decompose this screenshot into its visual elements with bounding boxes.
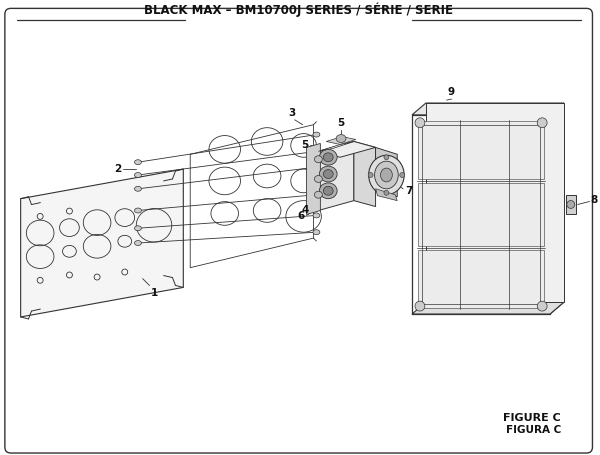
Ellipse shape xyxy=(313,213,320,218)
Polygon shape xyxy=(376,147,397,197)
Polygon shape xyxy=(418,121,544,179)
Ellipse shape xyxy=(314,191,322,198)
Polygon shape xyxy=(319,142,354,152)
Ellipse shape xyxy=(384,190,389,195)
Polygon shape xyxy=(326,136,356,144)
Ellipse shape xyxy=(415,301,425,311)
Ellipse shape xyxy=(314,156,322,163)
Ellipse shape xyxy=(323,153,333,162)
Ellipse shape xyxy=(380,168,392,182)
Polygon shape xyxy=(418,182,544,246)
Ellipse shape xyxy=(368,155,404,195)
Ellipse shape xyxy=(374,161,398,189)
Text: BLACK MAX – BM10700J SERIES / SÉRIE / SERIE: BLACK MAX – BM10700J SERIES / SÉRIE / SE… xyxy=(144,2,453,17)
Ellipse shape xyxy=(323,170,333,178)
Polygon shape xyxy=(376,189,397,201)
Polygon shape xyxy=(307,143,320,214)
Polygon shape xyxy=(412,103,564,115)
Polygon shape xyxy=(354,142,376,207)
Ellipse shape xyxy=(134,226,142,231)
Ellipse shape xyxy=(384,155,389,160)
Text: 2: 2 xyxy=(114,164,121,174)
Ellipse shape xyxy=(323,187,333,195)
Ellipse shape xyxy=(134,187,142,191)
Text: 1: 1 xyxy=(151,288,158,298)
Ellipse shape xyxy=(537,301,547,311)
Ellipse shape xyxy=(134,160,142,165)
Text: 8: 8 xyxy=(590,195,598,205)
Ellipse shape xyxy=(319,183,337,199)
Polygon shape xyxy=(426,103,564,302)
Text: 3: 3 xyxy=(289,108,296,118)
Polygon shape xyxy=(20,169,184,317)
Ellipse shape xyxy=(134,208,142,213)
Ellipse shape xyxy=(134,241,142,246)
Ellipse shape xyxy=(314,176,322,182)
Polygon shape xyxy=(319,142,376,157)
Text: 6: 6 xyxy=(298,212,305,222)
Ellipse shape xyxy=(313,192,320,197)
Text: FIGURE C: FIGURE C xyxy=(503,414,561,424)
Text: 5: 5 xyxy=(301,141,308,151)
Ellipse shape xyxy=(134,172,142,177)
Polygon shape xyxy=(550,103,564,314)
Polygon shape xyxy=(319,142,354,211)
Ellipse shape xyxy=(313,132,320,137)
Ellipse shape xyxy=(313,149,320,154)
Ellipse shape xyxy=(313,230,320,235)
Text: 9: 9 xyxy=(448,87,455,97)
Polygon shape xyxy=(412,302,564,314)
Text: 5: 5 xyxy=(337,118,344,128)
Ellipse shape xyxy=(415,118,425,128)
Polygon shape xyxy=(418,250,544,308)
Ellipse shape xyxy=(336,135,346,142)
Text: 7: 7 xyxy=(405,186,413,196)
Text: 4: 4 xyxy=(301,206,308,216)
Ellipse shape xyxy=(567,201,575,208)
Ellipse shape xyxy=(319,149,337,165)
Ellipse shape xyxy=(537,118,547,128)
Ellipse shape xyxy=(319,166,337,182)
Polygon shape xyxy=(566,195,576,214)
Text: FIGURA C: FIGURA C xyxy=(506,425,561,435)
Ellipse shape xyxy=(368,172,373,177)
Ellipse shape xyxy=(313,165,320,170)
Ellipse shape xyxy=(400,172,404,177)
